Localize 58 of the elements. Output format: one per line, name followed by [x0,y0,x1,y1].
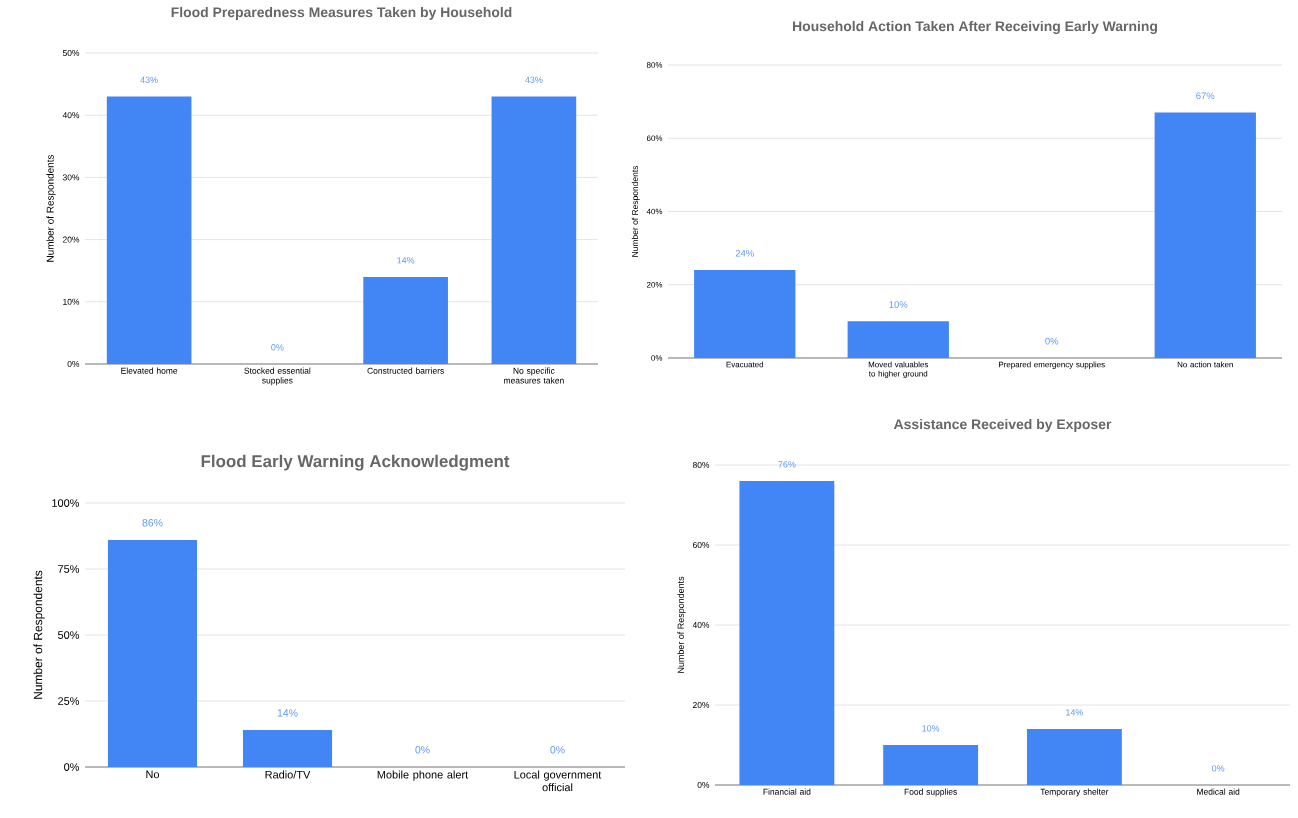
data-label: 14% [277,709,298,717]
y-tick-label: 50% [62,50,80,56]
bar [847,321,949,358]
x-tick-label: Local government official [514,770,602,792]
data-label: 0% [550,746,565,754]
y-tick-label: 0% [64,763,80,771]
y-tick-label: 80% [692,462,710,468]
x-tick-label: Radio/TV [265,770,311,779]
x-tick-label: No specific measures taken [504,367,564,384]
y-tick-label: 25% [58,697,80,705]
chart-title: Flood Early Warning Acknowledgment [201,454,510,471]
y-tick-label: 30% [62,174,80,181]
y-axis-title: Number of Respondents [631,165,640,257]
x-tick-label: No [146,770,160,779]
y-tick-label: 0% [67,361,80,367]
bar [1154,112,1256,358]
y-tick-label: 40% [62,112,80,119]
y-tick-label: 20% [692,702,710,708]
y-tick-label: 60% [692,542,710,548]
data-label: 67% [1196,92,1215,100]
x-tick-label: Constructed barriers [367,367,444,374]
bar [694,270,796,358]
data-label: 10% [889,301,908,308]
x-tick-label: Medical aid [1197,788,1240,795]
data-label: 0% [415,746,430,754]
x-tick-label: Elevated home [121,367,178,374]
chart-title: Household Action Taken After Receiving Early Warning [793,20,1157,34]
chart-title: Flood Preparedness Measures Taken by Household [171,6,512,20]
bar [1026,729,1122,785]
x-tick-label: Food supplies [904,788,957,797]
y-tick-label: 100% [52,499,80,507]
data-label: 76% [778,461,796,468]
data-label: 43% [140,76,158,84]
y-tick-label: 10% [63,298,80,305]
data-label: 0% [271,344,284,351]
y-axis-title: Number of Respondents [677,576,686,673]
y-tick-label: 75% [58,565,80,573]
chart-title: Assistance Received by Exposer [893,418,1112,432]
data-label: 43% [525,76,543,84]
bar [739,481,835,785]
x-tick-label: Stocked essential supplies [244,367,311,386]
x-tick-label: Mobile phone alert [377,770,469,781]
y-tick-label: 50% [57,631,80,639]
data-label: 0% [1045,337,1059,345]
y-tick-label: 0% [697,782,710,788]
x-tick-label: Financial aid [763,788,811,795]
x-tick-label: Temporary shelter [1040,788,1109,797]
data-label: 24% [735,249,754,257]
y-axis-title: Number of Respondents [33,570,45,699]
y-tick-label: 20% [62,236,80,243]
data-label: 0% [1212,765,1225,772]
data-label: 10% [922,725,940,732]
data-label: 14% [1066,709,1084,716]
y-tick-label: 40% [692,622,710,628]
data-label: 14% [397,257,415,264]
y-axis-title: Number of Respondents [46,154,56,262]
bar [883,745,979,785]
data-label: 86% [142,519,163,527]
